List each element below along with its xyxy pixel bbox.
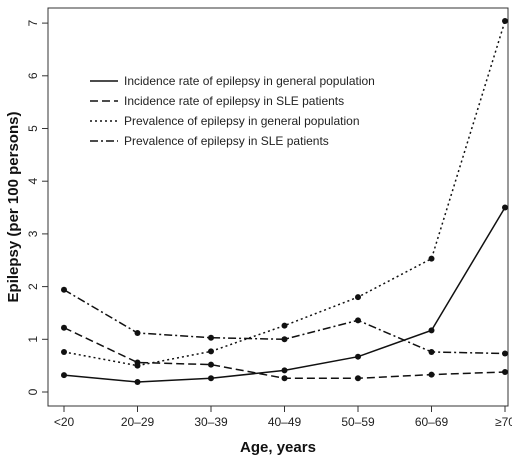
data-point-3-3	[281, 336, 288, 343]
data-point-2-2	[208, 348, 214, 355]
data-point-0-3	[281, 367, 288, 374]
y-axis-title: Epilepsy (per 100 persons)	[5, 112, 22, 303]
data-point-3-1	[134, 329, 141, 336]
data-point-2-6	[502, 17, 508, 24]
data-point-0-2	[208, 375, 214, 382]
legend: Incidence rate of epilepsy in general po…	[90, 74, 375, 148]
y-tick-label-1: 1	[26, 336, 40, 343]
data-point-3-5	[428, 348, 435, 355]
data-point-3-0	[61, 286, 67, 293]
x-tick-label-4: 50–59	[341, 415, 375, 429]
x-tick-label-0: <20	[54, 415, 75, 429]
y-tick-label-0: 0	[26, 388, 40, 395]
data-point-2-5	[428, 255, 435, 262]
data-point-0-5	[428, 327, 435, 334]
data-point-3-4	[355, 317, 361, 324]
y-axis: 0 1 2 3 4 5 6 7	[26, 19, 48, 395]
x-tick-label-3: 40–49	[268, 415, 302, 429]
plot-frame	[47, 7, 509, 407]
legend-label-3: Prevalence of epilepsy in SLE patients	[124, 134, 329, 148]
legend-label-1: Incidence rate of epilepsy in SLE patien…	[124, 94, 344, 108]
data-point-2-3	[281, 322, 288, 329]
legend-label-2: Prevalence of epilepsy in general popula…	[124, 114, 360, 128]
data-point-1-2	[208, 361, 214, 368]
y-tick-label-3: 3	[26, 230, 40, 237]
data-point-2-4	[355, 294, 361, 301]
data-point-0-4	[355, 353, 361, 360]
x-tick-label-5: 60–69	[415, 415, 449, 429]
x-tick-label-1: 20–29	[121, 415, 155, 429]
data-point-2-0	[61, 348, 67, 355]
series-line-3	[63, 289, 506, 355]
data-point-1-6	[502, 368, 508, 375]
x-tick-label-6: ≥70	[495, 415, 512, 429]
data-point-0-1	[134, 378, 141, 385]
data-point-1-3	[281, 375, 288, 382]
data-point-0-6	[502, 204, 508, 211]
x-axis-title: Age, years	[240, 439, 316, 456]
data-point-1-5	[428, 371, 435, 378]
data-point-3-2	[208, 334, 214, 341]
x-tick-label-2: 30–39	[194, 415, 228, 429]
data-point-0-0	[61, 372, 67, 379]
y-tick-label-5: 5	[26, 125, 40, 132]
series-group	[61, 17, 508, 385]
y-tick-label-4: 4	[26, 178, 40, 185]
data-point-1-4	[355, 375, 361, 382]
y-tick-label-7: 7	[26, 19, 40, 26]
data-point-1-0	[61, 324, 67, 331]
series-line-2	[63, 20, 506, 367]
data-point-2-1	[134, 362, 141, 369]
y-tick-label-2: 2	[26, 283, 40, 290]
y-tick-label-6: 6	[26, 72, 40, 79]
data-point-3-6	[502, 350, 508, 357]
legend-label-0: Incidence rate of epilepsy in general po…	[124, 74, 375, 88]
x-axis: <20 20–29 30–39 40–49 50–59 60–69 ≥70	[54, 406, 512, 429]
